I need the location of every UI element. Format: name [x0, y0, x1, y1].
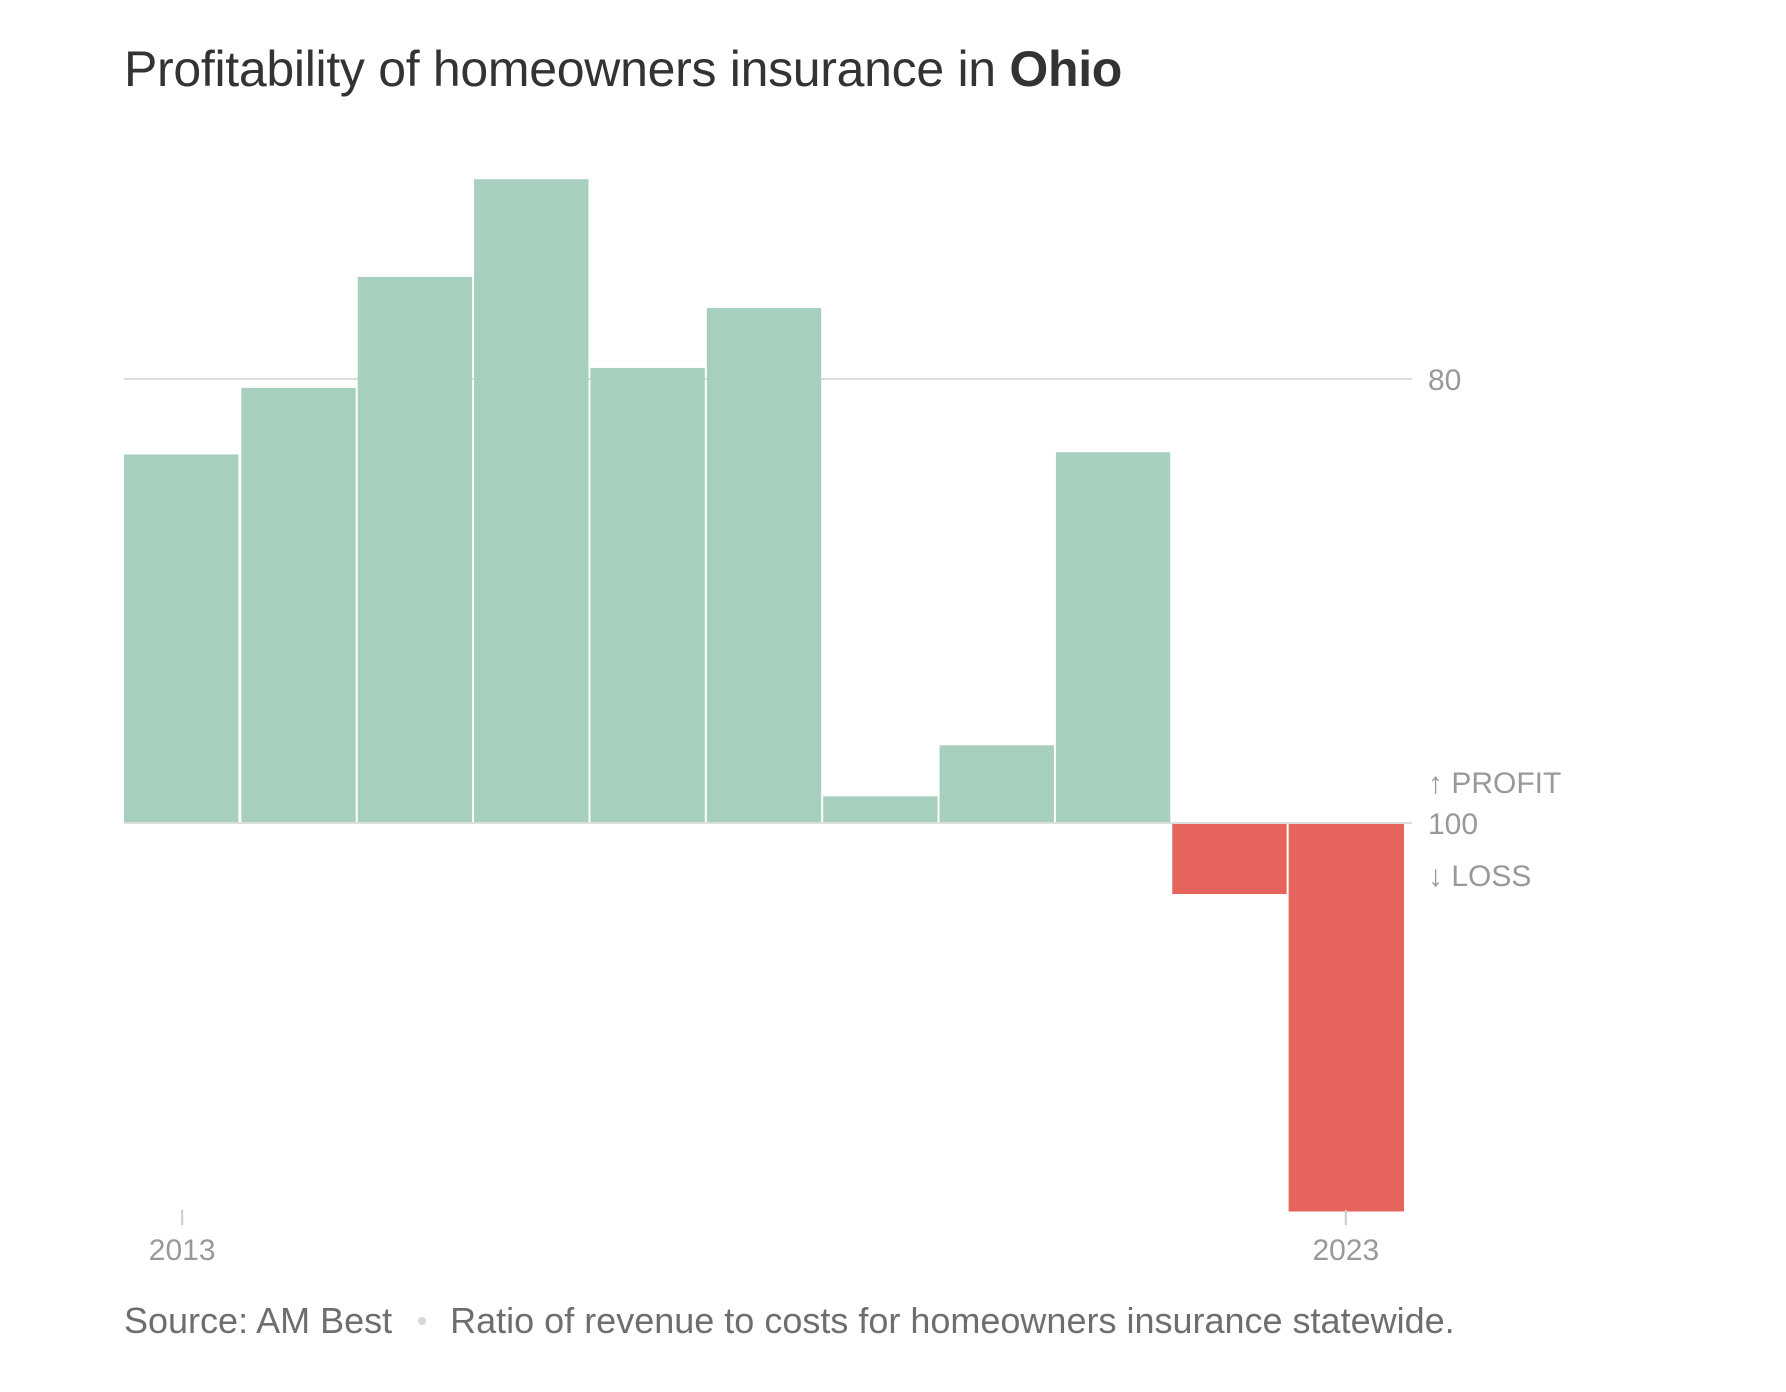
- bar-2021: [1055, 452, 1171, 823]
- title-state: Ohio: [1009, 41, 1123, 97]
- bar-2020: [939, 745, 1054, 823]
- footnote: Ratio of revenue to costs for homeowners…: [450, 1300, 1455, 1341]
- source-label: Source: AM Best: [124, 1300, 393, 1341]
- loss-annotation: ↓ LOSS: [1428, 860, 1531, 893]
- chart-title: Profitability of homeowners insurance in…: [124, 40, 1122, 98]
- bar-2023: [1288, 823, 1404, 1212]
- bar-2019: [823, 796, 938, 823]
- profit-annotation: ↑ PROFIT: [1428, 767, 1561, 800]
- bar-2018: [706, 307, 822, 824]
- bar-2017: [590, 367, 705, 823]
- separator-dot-icon: [418, 1317, 427, 1326]
- bar-2013: [124, 454, 239, 823]
- bar-2016: [474, 179, 589, 823]
- y-tick-label-100: 100: [1428, 808, 1478, 841]
- bar-2022: [1172, 823, 1287, 895]
- y-tick-label-80: 80: [1428, 364, 1461, 397]
- bar-2014: [241, 387, 356, 823]
- chart-footer: Source: AM Best Ratio of revenue to costs…: [124, 1300, 1455, 1342]
- x-tick-label-2013: 2013: [149, 1234, 216, 1267]
- x-tick-label-2023: 2023: [1312, 1234, 1379, 1267]
- bar-2015: [357, 276, 473, 823]
- title-prefix: Profitability of homeowners insurance in: [124, 41, 1010, 97]
